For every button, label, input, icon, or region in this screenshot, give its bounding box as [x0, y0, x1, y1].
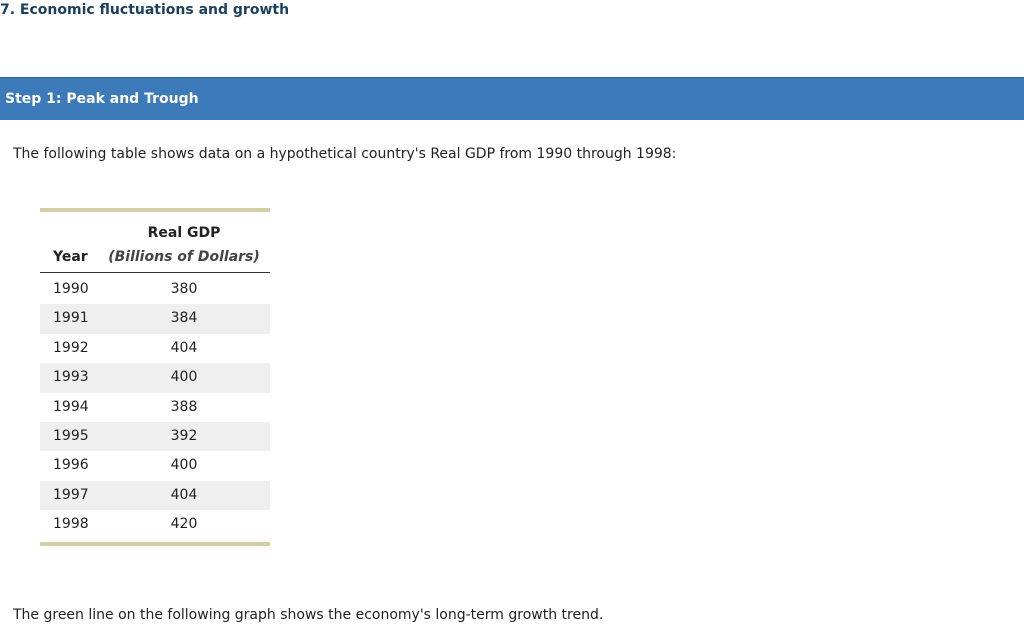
- gdp-cell: 388: [170, 398, 198, 415]
- table-row: 1998 420: [40, 510, 270, 539]
- gdp-cell: 404: [170, 339, 198, 356]
- year-cell: 1991: [53, 310, 89, 327]
- year-cell: 1993: [53, 369, 89, 386]
- footer-text: The green line on the following graph sh…: [13, 607, 604, 623]
- table-row: 1993 400: [40, 363, 270, 393]
- year-cell: 1997: [53, 486, 89, 503]
- table-row: 1995 392: [40, 421, 270, 452]
- table-row: 1990 380: [40, 275, 270, 304]
- step-banner: Step 1: Peak and Trough: [0, 77, 1024, 120]
- table-bottom-rule: [40, 541, 270, 546]
- year-cell: 1994: [53, 398, 89, 415]
- column-subheader: (Billions of Dollars): [108, 249, 260, 265]
- table-row: 1992 404: [40, 334, 270, 363]
- gdp-cell: 392: [170, 427, 198, 444]
- gdp-cell: 400: [170, 369, 198, 386]
- table-header: Year Real GDP (Billions of Dollars): [40, 212, 270, 273]
- year-cell: 1990: [53, 281, 89, 297]
- page-title: 7. Economic fluctuations and growth: [0, 2, 290, 18]
- table-top-rule: [40, 208, 270, 212]
- column-header: Real GDP: [147, 225, 221, 241]
- gdp-cell: 400: [170, 457, 198, 474]
- column-header: Year: [53, 249, 88, 265]
- table-body: 1990 380 1991 384 1992 404 1993 400 1994 388 1995 3…: [40, 273, 270, 540]
- intro-text: The following table shows data on a hypo…: [13, 146, 677, 162]
- gdp-cell: 404: [170, 486, 198, 503]
- gdp-cell: 420: [170, 516, 198, 533]
- table-row: 1991 384: [40, 304, 270, 334]
- gdp-cell: 384: [170, 310, 198, 327]
- year-cell: 1998: [53, 516, 89, 533]
- year-cell: 1992: [53, 339, 89, 356]
- table-row: 1996 400: [40, 451, 270, 480]
- step-title: Step 1: Peak and Trough: [5, 91, 199, 107]
- gdp-cell: 380: [170, 281, 198, 297]
- year-cell: 1996: [53, 457, 89, 474]
- table-row: 1997 404: [40, 480, 270, 511]
- year-cell: 1995: [53, 427, 89, 444]
- table-row: 1994 388: [40, 393, 270, 422]
- data-table: Year Real GDP (Billions of Dollars) 1990…: [40, 208, 270, 546]
